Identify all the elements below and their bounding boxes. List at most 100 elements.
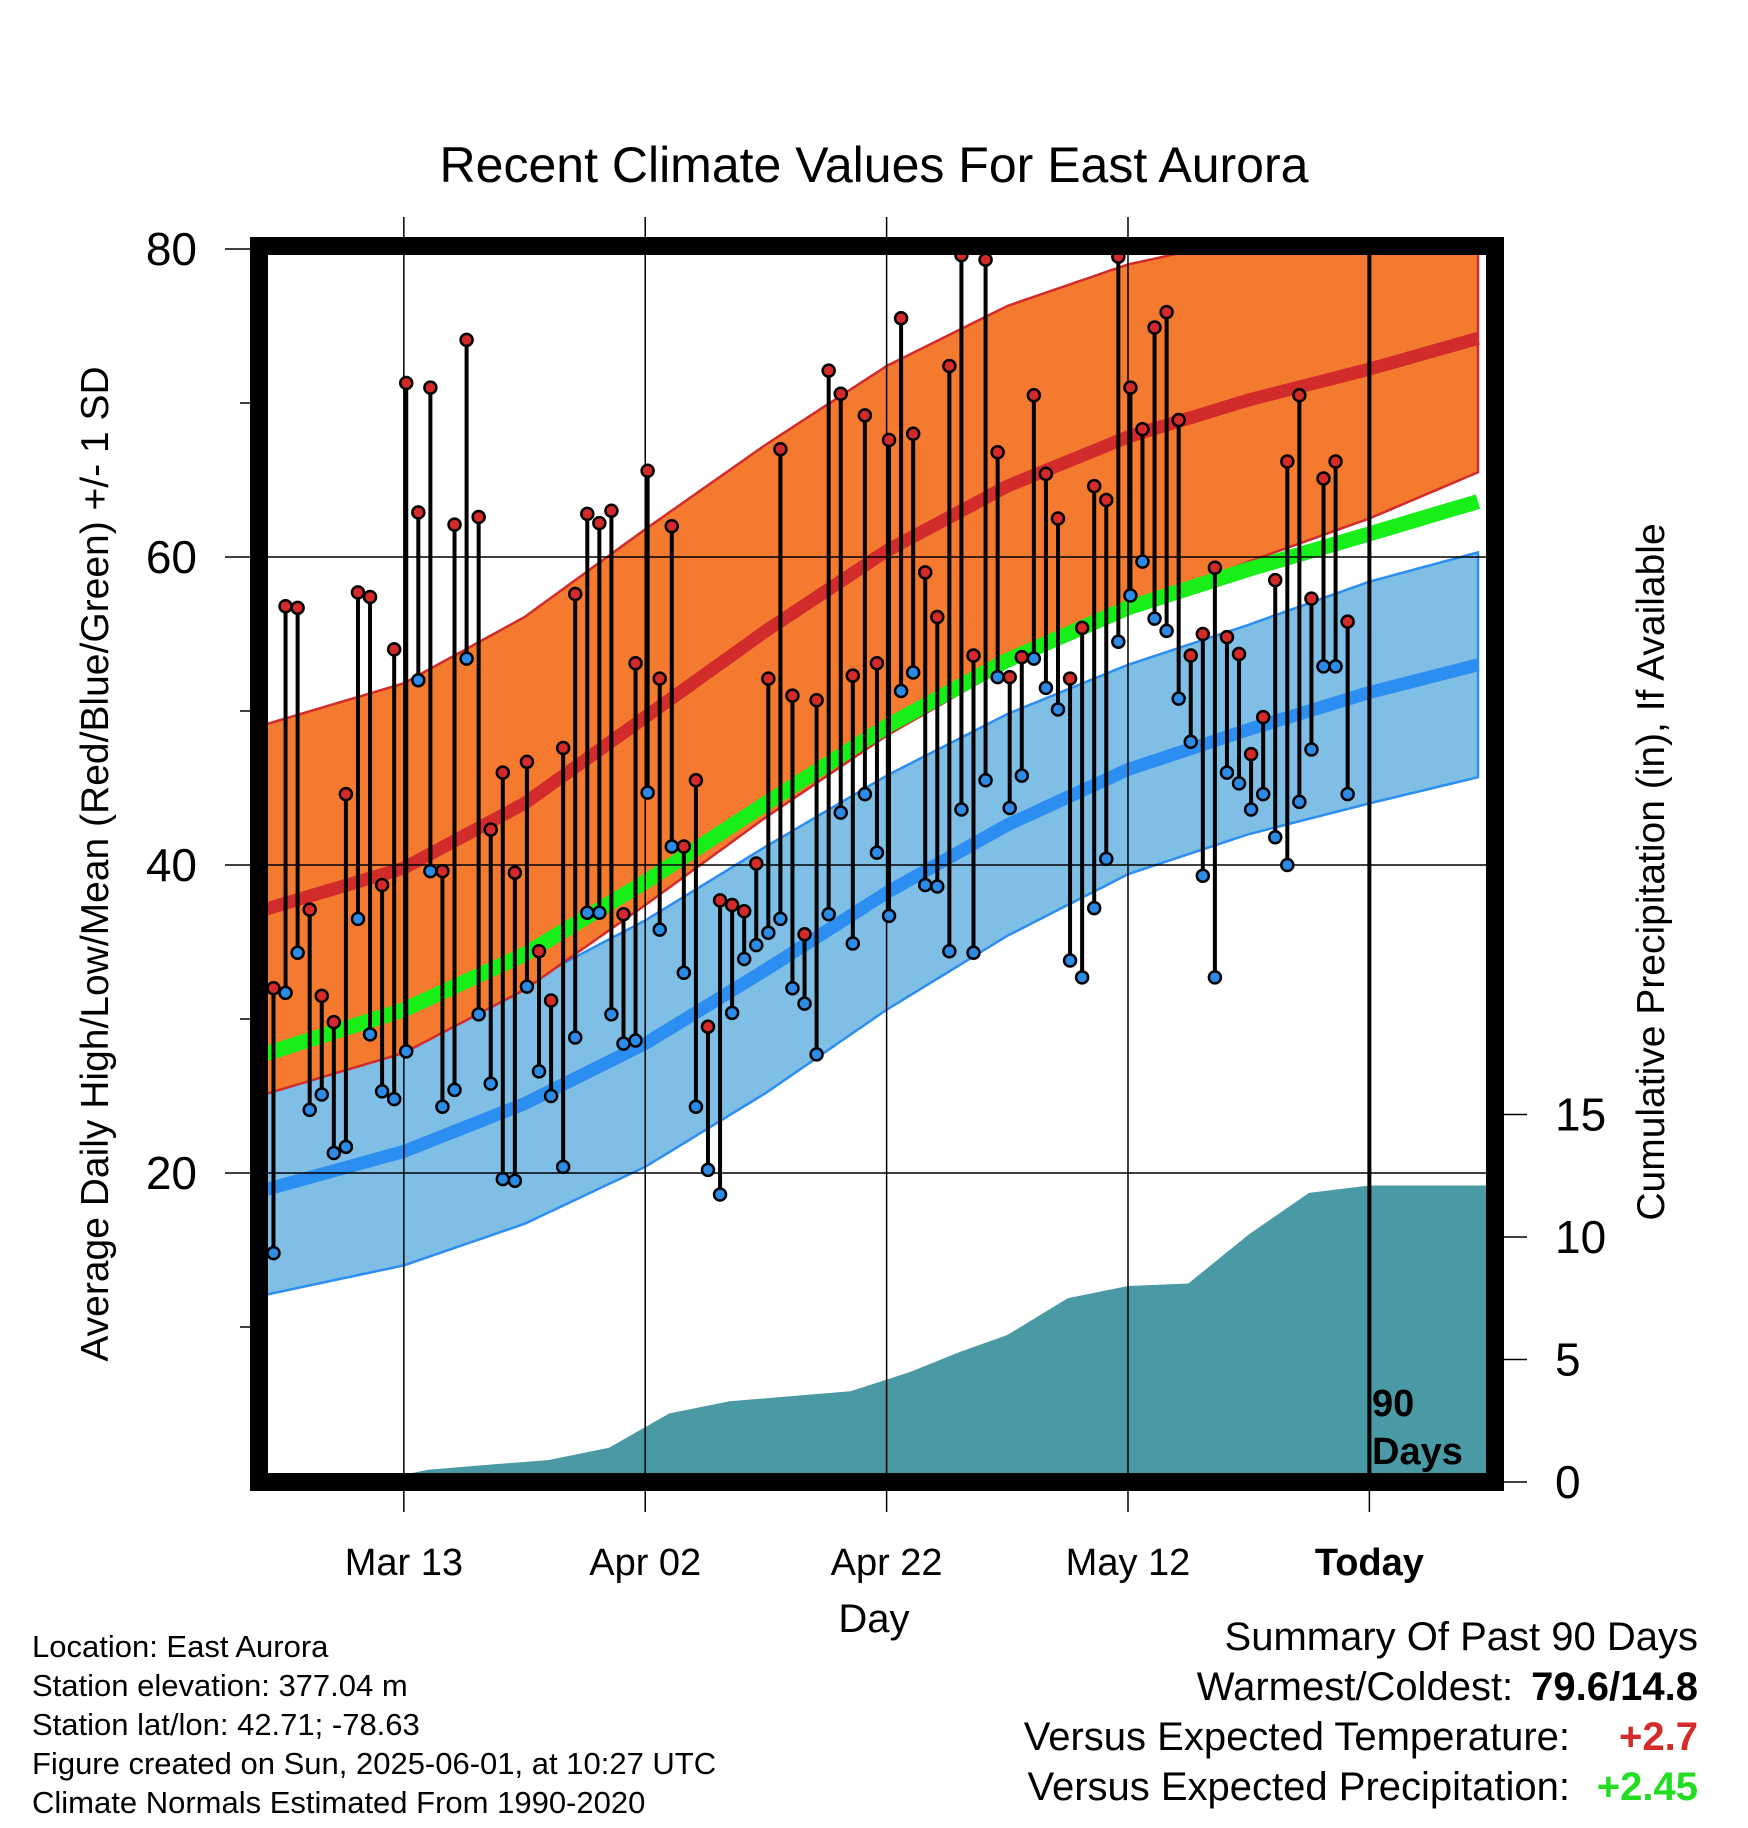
daily-low-marker [507,1173,523,1188]
daily-low-marker [1267,830,1283,845]
today-days-label: 90 Days [1372,1383,1463,1473]
daily-low-marker [447,1082,462,1098]
y-tick-label: 60 [146,531,197,583]
daily-low-marker [652,922,667,937]
daily-low-marker [1195,868,1211,884]
daily-high-marker [1062,671,1078,686]
y2-tick-label: 15 [1555,1089,1606,1141]
daily-low-marker [519,979,535,994]
daily-low-marker [1026,651,1042,666]
daily-low-marker [1328,659,1343,674]
daily-low-marker [374,1084,390,1099]
temp-label: Versus Expected Temperature: [1023,1715,1570,1759]
daily-high-marker [1231,646,1247,662]
daily-high-marker [1147,320,1162,335]
x-tick-label: Mar 13 [345,1542,463,1584]
daily-high-marker [374,877,390,893]
precip-value: +2.45 [1596,1765,1698,1809]
daily-high-marker [1135,421,1150,437]
daily-high-marker [616,907,631,922]
daily-high-marker [978,252,993,268]
latlon-text: Station lat/lon: 42.71; -78.63 [32,1707,420,1742]
daily-high-marker [604,503,619,519]
daily-low-marker [1038,680,1054,696]
daily-low-marker [278,985,293,1001]
daily-high-marker [411,505,426,520]
daily-low-marker [604,1007,619,1022]
daily-high-marker [930,609,945,625]
y-axis-label: Average Daily High/Low/Mean (Red/Blue/Gr… [74,366,117,1361]
daily-high-marker [1026,388,1042,403]
daily-low-marker [1111,634,1126,649]
daily-high-marker [821,363,836,378]
daily-low-marker [688,1099,704,1115]
daily-high-marker [1074,620,1090,636]
daily-high-marker [1340,614,1355,629]
daily-high-marker [640,463,655,479]
daily-low-marker [978,773,993,788]
daily-low-marker [435,1099,450,1115]
x-tick-label: Apr 02 [589,1542,701,1584]
daily-high-marker [459,332,474,348]
daily-low-marker [338,1139,354,1155]
daily-high-marker [881,432,897,448]
daily-high-marker [761,671,776,686]
daily-low-marker [845,936,861,951]
chart-title: Recent Climate Values For East Aurora [440,137,1309,193]
daily-high-marker [869,656,885,671]
daily-high-marker [567,586,583,602]
daily-low-marker [555,1159,571,1175]
daily-high-marker [990,445,1005,460]
daily-low-marker [1183,734,1199,750]
daily-low-marker [531,1064,547,1079]
daily-low-marker [1099,851,1114,867]
daily-high-marker [917,565,933,580]
daily-low-marker [749,937,764,953]
daily-high-marker [555,740,571,756]
daily-low-marker [640,785,655,800]
plot-frame [250,237,1504,1491]
daily-high-marker [1086,478,1102,494]
daily-high-marker [749,856,764,871]
daily-high-marker [773,441,788,457]
warm-cold-label: Warmest/Coldest: [1196,1665,1514,1709]
warm-cold-value: 79.6/14.8 [1531,1665,1698,1709]
temp-row: Versus Expected Temperature: +2.7 [1024,1712,1698,1762]
daily-low-marker [676,965,692,981]
daily-low-marker [724,1005,740,1021]
daily-high-marker [857,408,873,423]
location-text: Location: East Aurora [32,1629,329,1664]
daily-high-marker [1099,492,1114,508]
created-text: Figure created on Sun, 2025-06-01, at 10… [32,1746,717,1781]
daily-low-marker [423,863,438,879]
daily-low-marker [833,805,848,820]
daily-high-marker [302,902,317,917]
daily-low-marker [1231,776,1247,791]
daily-high-marker [785,688,800,703]
daily-low-marker [326,1145,342,1161]
daily-low-marker [869,845,885,860]
daily-low-marker [398,1044,414,1059]
daily-low-marker [1050,702,1066,717]
daily-high-marker [447,517,462,532]
daily-low-marker [1304,742,1319,757]
daily-low-marker [1340,786,1355,802]
daily-low-marker [314,1087,330,1102]
daily-low-marker [1014,768,1030,783]
daily-low-marker [580,905,595,920]
daily-low-marker [1159,623,1174,639]
daily-high-marker [905,426,921,442]
y2-tick-label: 5 [1555,1334,1581,1386]
daily-high-marker [1267,572,1283,588]
daily-high-marker [495,765,511,780]
x-tick-label: May 12 [1066,1542,1191,1584]
daily-high-marker [435,863,450,879]
daily-low-marker [773,911,788,927]
daily-high-marker [1292,388,1307,403]
summary-panel: Summary Of Past 90 Days Warmest/Coldest:… [1024,1612,1698,1812]
daily-low-marker [712,1187,728,1202]
daily-low-marker [567,1030,583,1045]
summary-heading: Summary Of Past 90 Days [1224,1615,1698,1659]
daily-low-marker [797,996,812,1011]
